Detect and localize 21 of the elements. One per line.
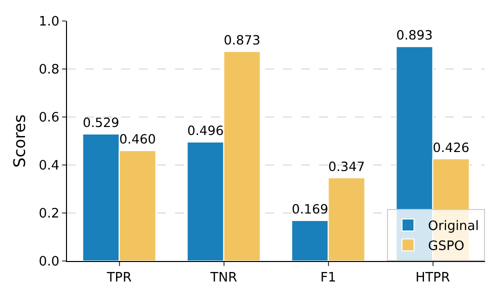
data-label: 0.426 bbox=[432, 140, 470, 156]
data-label: 0.529 bbox=[82, 116, 120, 132]
x-tick-label: TPR bbox=[106, 270, 132, 286]
data-label: 0.347 bbox=[328, 160, 365, 175]
y-tick-label: 1.0 bbox=[38, 14, 60, 30]
data-label: 0.496 bbox=[187, 124, 224, 140]
legend-label: GSPO bbox=[428, 238, 464, 254]
y-tick-label: 0.6 bbox=[38, 110, 60, 126]
data-label: 0.460 bbox=[119, 132, 156, 148]
data-label: 0.873 bbox=[224, 34, 260, 49]
data-label: 0.893 bbox=[396, 28, 433, 44]
x-tick-label: HTPR bbox=[415, 270, 450, 286]
legend-label: Original bbox=[428, 219, 479, 234]
y-axis-title: Scores bbox=[10, 114, 29, 168]
data-label: 0.169 bbox=[292, 202, 328, 218]
y-tick-label: 0.8 bbox=[38, 62, 60, 78]
y-tick-label: 0.2 bbox=[38, 206, 60, 222]
x-tick-label: TNR bbox=[209, 270, 238, 286]
y-tick-label: 0.0 bbox=[38, 254, 60, 270]
x-tick-label: F1 bbox=[320, 270, 336, 286]
y-tick-label: 0.4 bbox=[38, 158, 60, 174]
